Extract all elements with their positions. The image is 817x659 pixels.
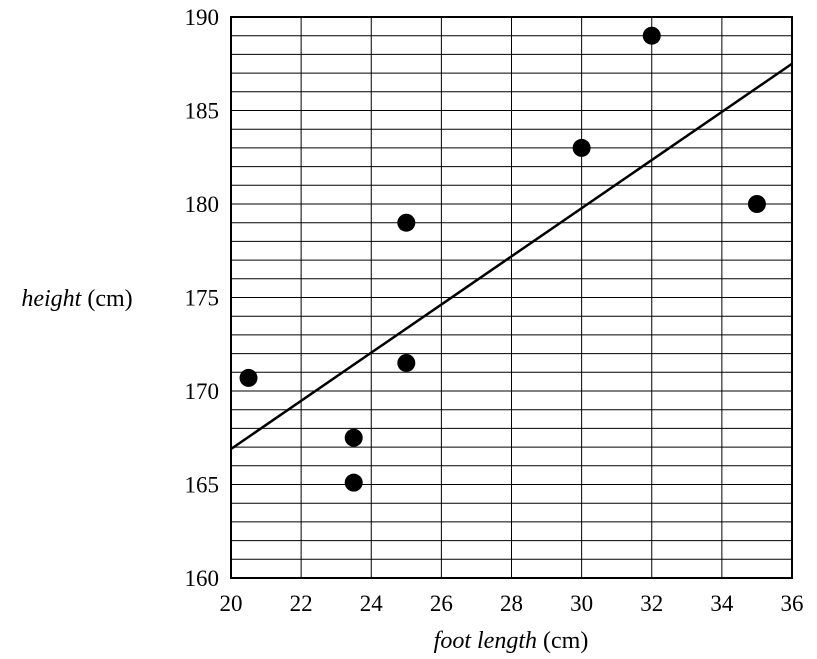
y-tick-label: 160	[185, 566, 220, 591]
y-axis-label-name: height	[21, 286, 82, 312]
y-tick-label: 185	[185, 99, 220, 124]
data-point	[344, 428, 363, 447]
data-point	[239, 368, 258, 387]
x-tick-label: 20	[220, 591, 243, 616]
x-tick-label: 26	[430, 591, 453, 616]
x-axis-label-name: foot length	[434, 628, 537, 654]
trend-line	[230, 62, 793, 451]
x-tick-label: 36	[781, 591, 804, 616]
x-tick-labels: 20 22 24 26 28 30 32 34 36	[220, 591, 804, 616]
y-tick-label: 190	[185, 5, 220, 30]
x-tick-label: 32	[640, 591, 663, 616]
x-tick-label: 34	[710, 591, 734, 616]
x-tick-label: 28	[500, 591, 523, 616]
x-tick-label: 22	[290, 591, 313, 616]
grid	[230, 16, 793, 579]
plot-frame	[230, 16, 793, 579]
y-tick-label: 175	[185, 286, 220, 311]
data-point	[747, 195, 766, 213]
y-tick-label: 180	[185, 192, 220, 217]
y-tick-labels: 160 165 170 175 180 185 190	[185, 5, 220, 591]
y-axis-label-unit: (cm)	[87, 286, 132, 312]
y-tick-label: 165	[185, 473, 220, 498]
data-point	[397, 213, 416, 232]
y-tick-label: 170	[185, 379, 220, 404]
x-axis-label-unit: (cm)	[543, 628, 588, 654]
x-tick-label: 30	[570, 591, 593, 616]
data-point	[642, 26, 661, 45]
data-point	[344, 473, 363, 492]
y-axis-label: height (cm)	[21, 286, 132, 312]
x-tick-label: 24	[360, 591, 384, 616]
data-point	[397, 353, 416, 372]
data-points	[239, 26, 766, 492]
x-axis-label: foot length (cm)	[434, 628, 589, 654]
data-point	[572, 138, 591, 157]
